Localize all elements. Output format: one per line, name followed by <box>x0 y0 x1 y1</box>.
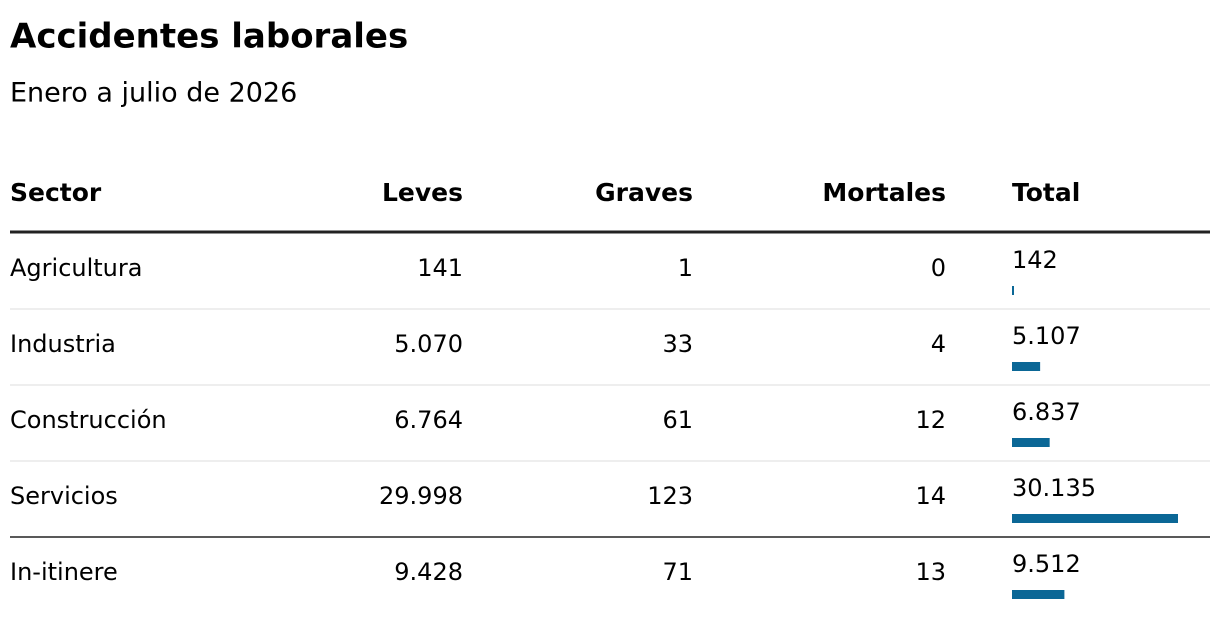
cell-number: 141 <box>417 254 463 282</box>
column-header: Leves <box>382 178 463 207</box>
total-label: 9.512 <box>1012 550 1081 578</box>
cell-number: 71 <box>662 558 693 586</box>
cell-number: 1 <box>678 254 693 282</box>
cell-number: 13 <box>915 558 946 586</box>
column-header: Total <box>1012 178 1080 207</box>
total-bar <box>1012 286 1014 295</box>
cell-number: 29.998 <box>379 482 463 510</box>
total-bar <box>1012 514 1178 523</box>
title: Accidentes laborales <box>10 17 408 57</box>
cell-number: 4 <box>931 330 946 358</box>
cell-sector: In-itinere <box>10 558 118 586</box>
total-label: 142 <box>1012 246 1058 274</box>
cell-number: 6.764 <box>394 406 463 434</box>
column-header: Sector <box>10 178 102 207</box>
total-label: 30.135 <box>1012 474 1096 502</box>
cell-number: 61 <box>662 406 693 434</box>
column-header: Graves <box>595 178 693 207</box>
total-bar <box>1012 590 1065 599</box>
cell-number: 33 <box>662 330 693 358</box>
cell-sector: Agricultura <box>10 254 142 282</box>
cell-number: 9.428 <box>394 558 463 586</box>
cell-number: 123 <box>647 482 693 510</box>
total-bar <box>1012 438 1050 447</box>
cell-number: 0 <box>931 254 946 282</box>
cell-sector: Industria <box>10 330 116 358</box>
total-bar <box>1012 362 1041 371</box>
cell-sector: Construcción <box>10 406 167 434</box>
cell-number: 12 <box>915 406 946 434</box>
cell-sector: Servicios <box>10 482 118 510</box>
total-label: 5.107 <box>1012 322 1081 350</box>
column-header: Mortales <box>822 178 946 207</box>
cell-number: 5.070 <box>394 330 463 358</box>
subtitle: Enero a julio de 2026 <box>10 78 297 109</box>
cell-number: 14 <box>915 482 946 510</box>
total-label: 6.837 <box>1012 398 1081 426</box>
